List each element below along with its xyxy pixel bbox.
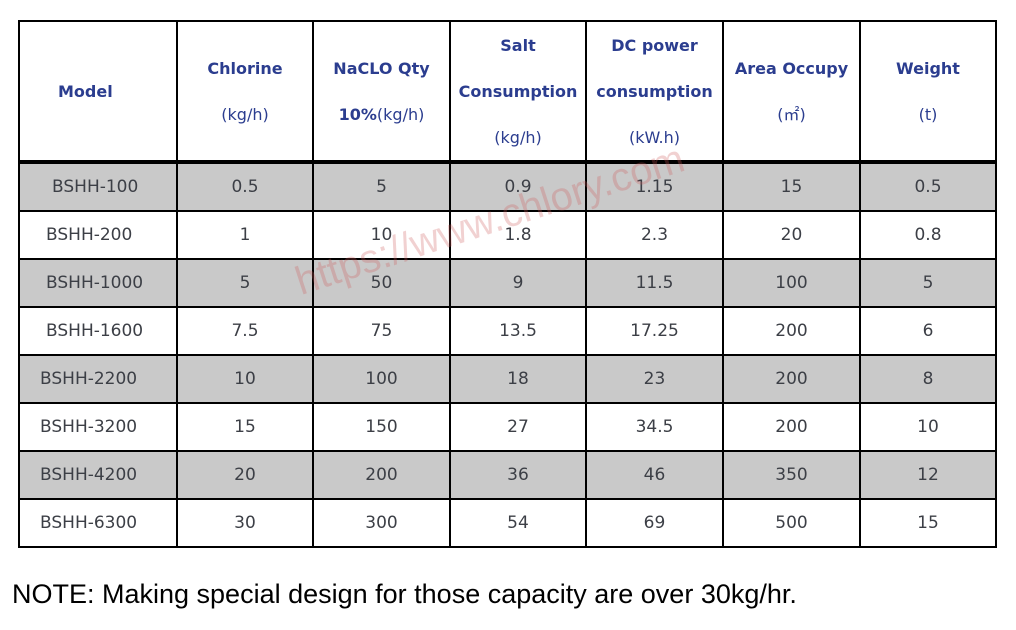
cell-chlorine: 7.5 [176, 306, 314, 356]
spec-table: Model Chlorine (kg/h) NaCLO Qty 10%(kg/h… [18, 20, 997, 548]
cell-area: 15 [722, 161, 861, 212]
cell-salt: 1.8 [449, 210, 587, 260]
cell-salt: 27 [449, 402, 587, 452]
cell-dc-power: 34.5 [585, 402, 724, 452]
cell-salt: 9 [449, 258, 587, 308]
cell-naclo: 50 [312, 258, 451, 308]
cell-weight: 10 [859, 402, 997, 452]
table-row: BSHH-6300 30 300 54 69 500 15 [18, 498, 997, 548]
cell-naclo: 75 [312, 306, 451, 356]
cell-dc-power: 46 [585, 450, 724, 500]
cell-model: BSHH-6300 [18, 498, 178, 548]
header-row: Model Chlorine (kg/h) NaCLO Qty 10%(kg/h… [18, 20, 997, 164]
header-chlorine: Chlorine (kg/h) [176, 20, 314, 164]
cell-weight: 15 [859, 498, 997, 548]
cell-area: 350 [722, 450, 861, 500]
header-naclo-qty: NaCLO Qty 10%(kg/h) [312, 20, 451, 164]
cell-naclo: 10 [312, 210, 451, 260]
cell-chlorine: 5 [176, 258, 314, 308]
cell-dc-power: 1.15 [585, 161, 724, 212]
table-row: BSHH-1600 7.5 75 13.5 17.25 200 6 [18, 306, 997, 356]
table-row: BSHH-2200 10 100 18 23 200 8 [18, 354, 997, 404]
cell-dc-power: 17.25 [585, 306, 724, 356]
cell-model: BSHH-3200 [18, 402, 178, 452]
cell-salt: 13.5 [449, 306, 587, 356]
table-row: BSHH-3200 15 150 27 34.5 200 10 [18, 402, 997, 452]
cell-model: BSHH-100 [18, 161, 178, 212]
cell-model: BSHH-200 [18, 210, 178, 260]
cell-salt: 18 [449, 354, 587, 404]
cell-weight: 5 [859, 258, 997, 308]
cell-area: 200 [722, 354, 861, 404]
cell-salt: 0.9 [449, 161, 587, 212]
cell-model: BSHH-1600 [18, 306, 178, 356]
cell-area: 100 [722, 258, 861, 308]
cell-weight: 8 [859, 354, 997, 404]
table-row: BSHH-200 1 10 1.8 2.3 20 0.8 [18, 210, 997, 260]
footnote: NOTE: Making special design for those ca… [12, 579, 797, 609]
cell-dc-power: 69 [585, 498, 724, 548]
cell-model: BSHH-1000 [18, 258, 178, 308]
cell-salt: 36 [449, 450, 587, 500]
table-row: BSHH-4200 20 200 36 46 350 12 [18, 450, 997, 500]
cell-chlorine: 1 [176, 210, 314, 260]
cell-dc-power: 11.5 [585, 258, 724, 308]
cell-model: BSHH-4200 [18, 450, 178, 500]
table-row: BSHH-100 0.5 5 0.9 1.15 15 0.5 [18, 161, 997, 212]
cell-weight: 12 [859, 450, 997, 500]
cell-naclo: 200 [312, 450, 451, 500]
cell-dc-power: 2.3 [585, 210, 724, 260]
table-row: BSHH-1000 5 50 9 11.5 100 5 [18, 258, 997, 308]
cell-naclo: 100 [312, 354, 451, 404]
header-model: Model [18, 20, 178, 164]
cell-weight: 6 [859, 306, 997, 356]
cell-chlorine: 20 [176, 450, 314, 500]
cell-naclo: 300 [312, 498, 451, 548]
cell-weight: 0.8 [859, 210, 997, 260]
header-weight: Weight (t) [859, 20, 997, 164]
cell-area: 20 [722, 210, 861, 260]
header-dc-power-consumption: DC power consumption (kW.h) [585, 20, 724, 164]
cell-naclo: 5 [312, 161, 451, 212]
cell-chlorine: 15 [176, 402, 314, 452]
cell-dc-power: 23 [585, 354, 724, 404]
cell-area: 200 [722, 306, 861, 356]
cell-area: 200 [722, 402, 861, 452]
header-area-occupy: Area Occupy (㎡) [722, 20, 861, 164]
cell-chlorine: 0.5 [176, 161, 314, 212]
cell-model: BSHH-2200 [18, 354, 178, 404]
cell-chlorine: 10 [176, 354, 314, 404]
cell-chlorine: 30 [176, 498, 314, 548]
cell-weight: 0.5 [859, 161, 997, 212]
header-salt-consumption: Salt Consumption (kg/h) [449, 20, 587, 164]
cell-salt: 54 [449, 498, 587, 548]
cell-naclo: 150 [312, 402, 451, 452]
cell-area: 500 [722, 498, 861, 548]
